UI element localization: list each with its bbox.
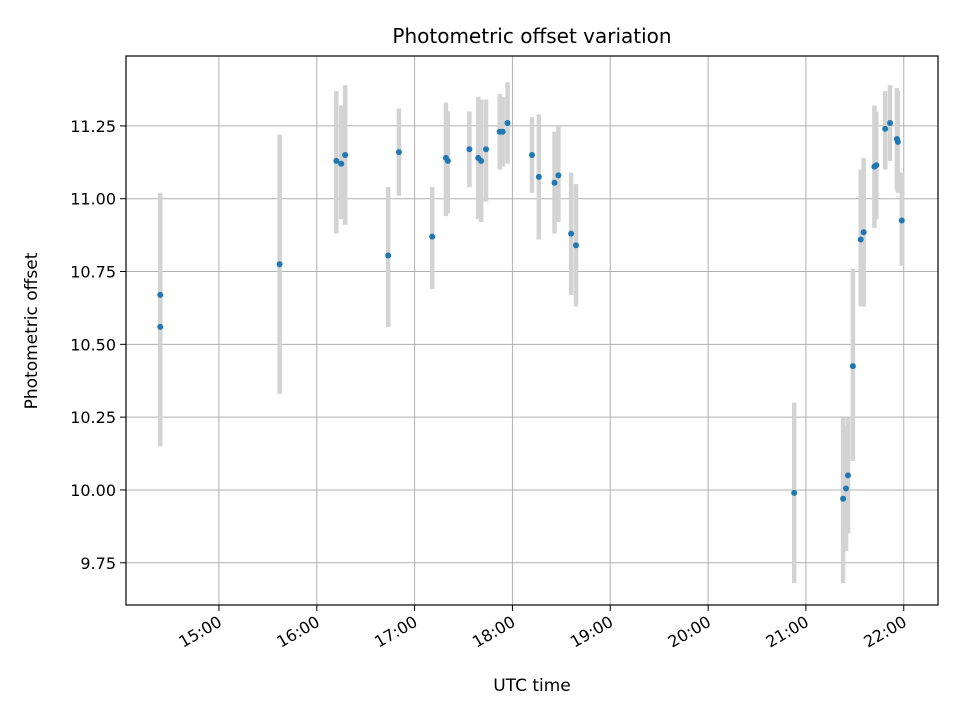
data-point [843, 485, 850, 492]
data-point [857, 236, 864, 243]
y-tick-label: 10.25 [70, 408, 116, 427]
data-point [157, 323, 164, 330]
data-point [849, 363, 856, 370]
y-tick-label: 10.50 [70, 335, 116, 354]
data-point [333, 157, 340, 164]
data-point [844, 472, 851, 479]
y-tick-label: 10.75 [70, 263, 116, 282]
data-point [535, 173, 542, 180]
data-point [840, 495, 847, 502]
data-point [504, 119, 511, 126]
data-point [395, 149, 402, 156]
data-point [555, 172, 562, 179]
data-point [499, 128, 506, 135]
data-point [385, 252, 392, 259]
y-tick-label: 11.00 [70, 190, 116, 209]
data-point [873, 162, 880, 169]
plot-frame [125, 55, 939, 606]
data-point [444, 157, 451, 164]
data-point [791, 489, 798, 496]
data-point [342, 152, 349, 159]
data-point [887, 119, 894, 126]
data-point [894, 138, 901, 145]
data-point [568, 230, 575, 237]
data-point [429, 233, 436, 240]
data-point [898, 217, 905, 224]
data-point [551, 179, 558, 186]
y-tick-label: 9.75 [80, 554, 116, 573]
y-tick-label: 11.25 [70, 117, 116, 136]
data-point [483, 146, 490, 153]
data-point [573, 242, 580, 249]
data-point [276, 261, 283, 268]
y-axis-title: Photometric offset [22, 252, 42, 409]
y-tick-label: 10.00 [70, 481, 116, 500]
data-point [466, 146, 473, 153]
data-point [338, 160, 345, 167]
data-point [882, 125, 889, 132]
data-point [478, 157, 485, 164]
data-point [860, 229, 867, 236]
chart-title: Photometric offset variation [392, 24, 671, 48]
data-points [157, 119, 905, 502]
x-axis-title: UTC time [493, 676, 571, 696]
data-point [529, 152, 535, 159]
data-point [157, 291, 164, 298]
y-axis: 9.75 10.00 10.25 10.50 10.75 11.00 11.25 [70, 117, 126, 573]
